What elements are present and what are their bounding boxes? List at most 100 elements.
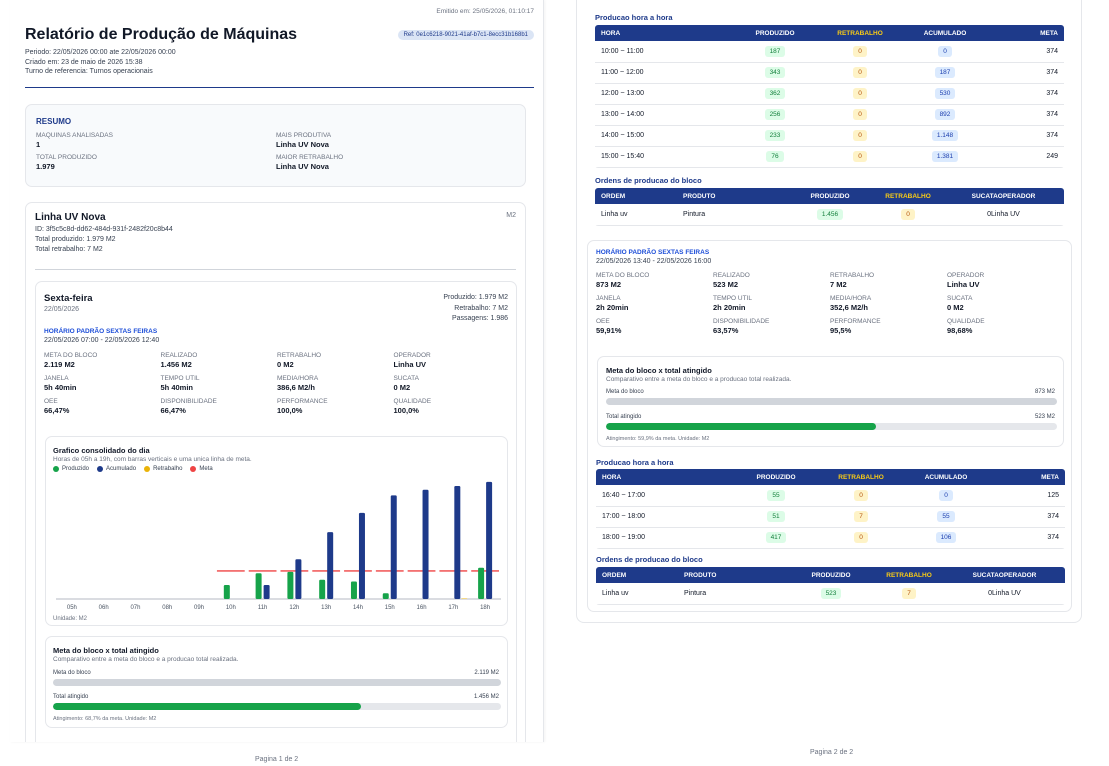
scrap-operator-cell: 0Linha UV: [944, 583, 1065, 605]
block-2-title: HORÁRIO PADRÃO SEXTAS FEIRAS: [596, 249, 710, 256]
total-bar: [53, 703, 501, 710]
bar-acumulado: [422, 489, 429, 599]
col-sucata-operador: SUCATAOPERADOR: [944, 567, 1065, 583]
metric-label: QUALIDADE: [947, 318, 985, 325]
rework-cell: 0: [825, 62, 895, 84]
block-2-meta-label: Meta do bloco: [606, 389, 644, 395]
metric-item: PERFORMANCE 100,0%: [277, 398, 328, 416]
meta-cell: 249: [995, 146, 1064, 168]
col-retrabalho: RETRABALHO: [874, 567, 944, 583]
total-label: Total atingido: [53, 694, 89, 700]
metric-item: OEE 59,91%: [596, 318, 621, 336]
metric-item: MEDIA/HORA 352,6 M2/h: [830, 295, 871, 313]
bar-produzido: [287, 571, 294, 599]
scrap-operator-cell: 0Linha UV: [943, 204, 1064, 226]
meta-cell: 374: [996, 527, 1065, 549]
rework-cell: 0: [825, 146, 895, 168]
metric-label: RETRABALHO: [277, 352, 322, 359]
table-row: 11:00 ~ 12:00 343 0 187 374: [595, 62, 1064, 84]
summary-machines: MAQUINAS ANALISADAS 1: [36, 132, 113, 150]
block-2-total-bar: [606, 423, 1057, 430]
meta-card-subtitle: Comparativo entre a meta do bloco e a pr…: [53, 656, 239, 663]
summary-card: RESUMO MAQUINAS ANALISADAS 1 TOTAL PRODU…: [25, 104, 526, 187]
metric-value: 523 M2: [713, 280, 739, 289]
produced-pill: 256: [764, 109, 786, 120]
col-retrabalho: RETRABALHO: [825, 25, 895, 41]
x-tick-label: 12h: [289, 605, 299, 611]
x-tick-label: 07h: [130, 605, 140, 611]
produced-cell: 1.456: [787, 204, 873, 226]
orders-table-2-header: ORDEM PRODUTO PRODUZIDO RETRABALHO SUCAT…: [596, 567, 1065, 583]
rework-pill: 0: [853, 109, 867, 120]
table-row: Linha uv Pintura 523 7 0Linha UV: [596, 583, 1065, 605]
bar-retrabalho: [461, 598, 468, 599]
summary-most-rework: MAIOR RETRABALHO Linha UV Nova: [276, 154, 343, 172]
metric-item: JANELA 2h 20min: [596, 295, 629, 313]
legend-dot: [53, 466, 59, 472]
rework-cell: 7: [826, 506, 896, 528]
metric-item: OEE 66,47%: [44, 398, 69, 416]
x-tick-label: 13h: [321, 605, 331, 611]
accumulated-cell: 530: [895, 83, 995, 105]
chart-svg: 05h 06h 07h 08h 09h 10h 11h 12h 13h 14h 15h 16h 17h 1…: [56, 481, 501, 611]
block-2-total-label: Total atingido: [606, 414, 642, 420]
col-produto: PRODUTO: [677, 188, 787, 204]
metric-label: MEDIA/HORA: [830, 295, 872, 302]
metric-item: REALIZADO 1.456 M2: [161, 352, 198, 370]
metric-label: QUALIDADE: [393, 398, 432, 405]
metric-item: MEDIA/HORA 386,6 M2/h: [277, 375, 318, 393]
metric-value: 0 M2: [277, 360, 294, 369]
rework-cell: 0: [826, 527, 896, 549]
rework-cell: 0: [825, 104, 895, 126]
block-2-meta-value: 873 M2: [1034, 389, 1055, 395]
produced-cell: 417: [726, 527, 826, 549]
col-produzido: PRODUZIDO: [788, 567, 874, 583]
page-title: Relatório de Produção de Máquinas: [25, 26, 298, 43]
table-row: 12:00 ~ 13:00 362 0 530 374: [595, 83, 1064, 105]
bar-acumulado: [327, 532, 334, 599]
metric-label: PERFORMANCE: [830, 318, 881, 325]
summary-rework-value: Linha UV Nova: [276, 162, 329, 171]
rework-pill: 7: [854, 511, 868, 522]
bar-acumulado: [486, 481, 493, 599]
summary-most-label: MAIS PRODUTIVA: [276, 132, 332, 139]
summary-machines-value: 1: [36, 140, 41, 149]
machine-total-produced: Total produzido: 1.979 M2: [35, 236, 116, 243]
table-row: 10:00 ~ 11:00 187 0 0 374: [595, 41, 1064, 63]
metric-value: 59,91%: [596, 326, 622, 335]
metric-item: META DO BLOCO 873 M2: [596, 272, 649, 290]
meta-cell: 374: [996, 506, 1065, 528]
table-row: 16:40 ~ 17:00 55 0 0 125: [596, 485, 1065, 507]
hour-cell: 13:00 ~ 14:00: [595, 104, 725, 126]
accumulated-cell: 1.381: [895, 146, 995, 168]
metric-item: PERFORMANCE 95,5%: [830, 318, 881, 336]
col-produto: PRODUTO: [678, 567, 788, 583]
metric-value: 2h 20min: [713, 303, 746, 312]
hour-cell: 14:00 ~ 15:00: [595, 125, 725, 147]
metric-item: QUALIDADE 98,68%: [947, 318, 985, 336]
metric-value: 1.456 M2: [160, 360, 192, 369]
block-2-total-bar-fill: [606, 423, 877, 430]
metric-label: MEDIA/HORA: [277, 375, 319, 382]
bar-acumulado: [263, 584, 270, 599]
orders-table-1-header: ORDEM PRODUTO PRODUZIDO RETRABALHO SUCAT…: [595, 188, 1064, 204]
metric-value: 98,68%: [947, 326, 973, 335]
produced-pill: 1.456: [816, 208, 844, 220]
accumulated-pill: 0: [939, 489, 953, 501]
metric-label: REALIZADO: [713, 272, 750, 279]
bar-produzido: [223, 584, 230, 599]
produced-cell: 256: [725, 104, 825, 126]
accumulated-pill: 1.381: [931, 151, 959, 162]
hourly-table-1: HORA PRODUZIDO RETRABALHO ACUMULADO META…: [595, 25, 1064, 168]
chart-subtitle: Horas de 05h a 19h, com barras verticais…: [53, 456, 252, 463]
x-tick-label: 17h: [448, 605, 458, 611]
hour-cell: 18:00 ~ 19:00: [596, 527, 726, 549]
col-ordem: ORDEM: [596, 567, 678, 583]
hourly-table-2: HORA PRODUZIDO RETRABALHO ACUMULADO META…: [596, 469, 1065, 549]
x-tick-label: 14h: [353, 605, 363, 611]
metric-value: 5h 40min: [160, 383, 194, 392]
metric-value: 95,5%: [830, 326, 852, 335]
meta-footer: Atingimento: 68,7% da meta. Unidade: M2: [53, 716, 157, 722]
meta-cell: 374: [995, 41, 1064, 63]
meta-cell: 374: [995, 83, 1064, 105]
